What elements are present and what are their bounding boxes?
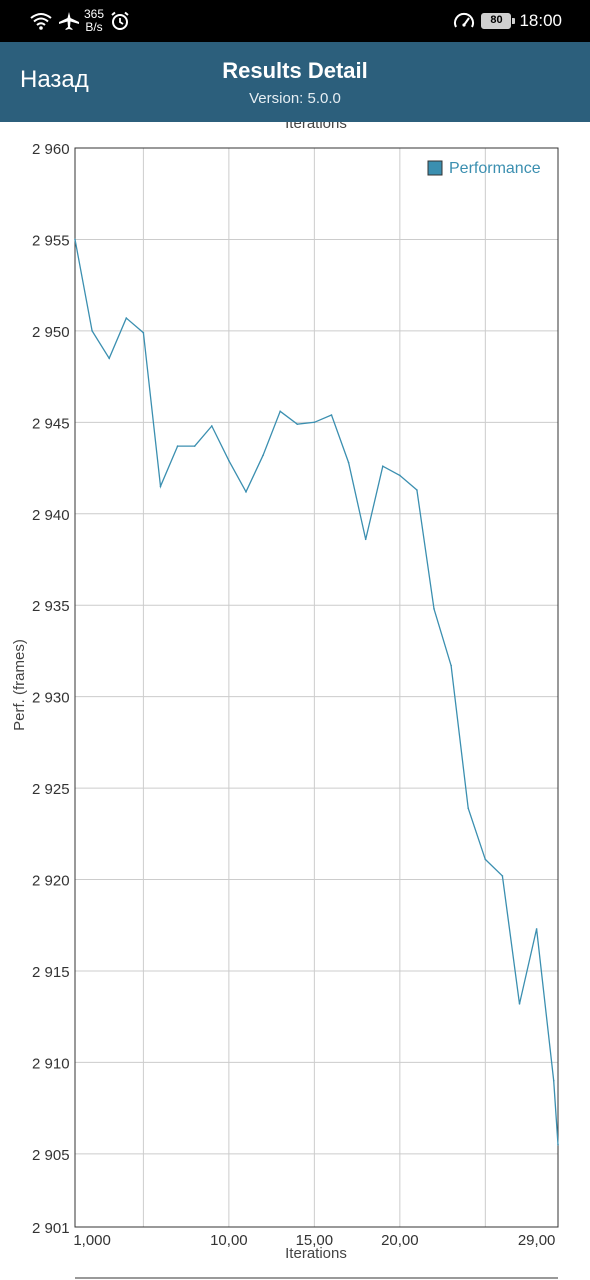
- data-point: [193, 445, 196, 447]
- data-point: [228, 459, 230, 462]
- x-tick-label: 20,00: [381, 1232, 419, 1249]
- data-point: [557, 1143, 559, 1146]
- y-axis-title: Perf. (frames): [11, 639, 28, 731]
- back-button[interactable]: Назад: [20, 66, 89, 93]
- data-point: [210, 425, 213, 427]
- data-point: [450, 664, 452, 667]
- chart-legend: Performance: [427, 160, 541, 177]
- data-point: [245, 491, 247, 493]
- data-point: [91, 330, 93, 332]
- legend-swatch: [427, 160, 443, 176]
- data-point: [535, 928, 538, 930]
- y-tick-label: 2 955: [32, 232, 70, 249]
- version-label: Version: 5.0.0: [249, 90, 341, 107]
- alarm-icon: [111, 11, 129, 30]
- data-point: [433, 608, 435, 610]
- app-bar: Назад Results Detail Version: 5.0.0: [0, 42, 590, 122]
- data-point: [125, 317, 128, 319]
- y-tick-label: 2 920: [32, 873, 70, 890]
- y-tick-label: 2 935: [32, 598, 70, 615]
- speedometer-icon: [454, 12, 475, 28]
- y-tick-label: 2 905: [32, 1147, 70, 1164]
- y-tick-label: 2 945: [32, 415, 70, 432]
- x-tick-label: 29,00: [518, 1232, 556, 1249]
- data-point: [159, 485, 162, 488]
- x-axis-ticks: 1,000 10,00 15,00 20,00 29,00: [73, 1232, 555, 1249]
- data-point: [552, 1079, 555, 1082]
- chart-grid: [74, 147, 558, 1228]
- page-title: Results Detail: [222, 58, 368, 83]
- net-speed: 365 B/s: [84, 8, 104, 34]
- data-point: [279, 410, 281, 413]
- data-point: [142, 331, 145, 334]
- y-tick-label: 2 925: [32, 781, 70, 798]
- data-point: [74, 238, 76, 241]
- y-tick-label: 2 915: [32, 964, 70, 981]
- wifi-icon: [30, 13, 52, 30]
- x-tick-label: 10,00: [210, 1232, 248, 1249]
- net-speed-unit: B/s: [85, 20, 103, 34]
- data-point: [484, 858, 487, 861]
- y-axis-ticks: 2 960 2 955 2 950 2 945 2 940 2 935 2 930 2 925…: [32, 141, 70, 1237]
- data-point: [467, 807, 470, 810]
- data-point: [364, 538, 367, 541]
- legend-label: Performance: [449, 160, 541, 177]
- series-performance: [74, 238, 559, 1146]
- data-point: [108, 357, 110, 360]
- y-tick-label: 2 940: [32, 507, 70, 524]
- data-point: [501, 875, 504, 877]
- data-point: [296, 423, 299, 425]
- data-point: [347, 461, 350, 464]
- data-point: [381, 465, 384, 468]
- data-point: [399, 474, 401, 477]
- plot-frame: [74, 147, 559, 1228]
- battery-icon: 80: [481, 13, 516, 29]
- data-point: [313, 421, 316, 424]
- x-tick-label: 15,00: [296, 1232, 334, 1249]
- data-point: [518, 1003, 521, 1005]
- net-speed-value: 365: [84, 7, 105, 21]
- series-line: [74, 239, 559, 1145]
- data-point: [262, 454, 264, 457]
- x-axis-title: Iterations: [285, 1245, 347, 1262]
- clock: 18:00: [519, 11, 562, 30]
- y-tick-label: 2 910: [32, 1055, 70, 1072]
- y-tick-label: 2 901: [32, 1220, 70, 1237]
- data-point: [330, 414, 333, 416]
- status-bar: 365 B/s 80 18:00: [0, 0, 590, 42]
- data-point: [176, 445, 179, 447]
- y-tick-label: 2 950: [32, 324, 70, 341]
- x-tick-label: 1,000: [73, 1232, 111, 1249]
- y-tick-label: 2 930: [32, 690, 70, 707]
- y-tick-label: 2 960: [32, 141, 70, 158]
- airplane-icon: [59, 12, 79, 30]
- data-point: [416, 489, 418, 491]
